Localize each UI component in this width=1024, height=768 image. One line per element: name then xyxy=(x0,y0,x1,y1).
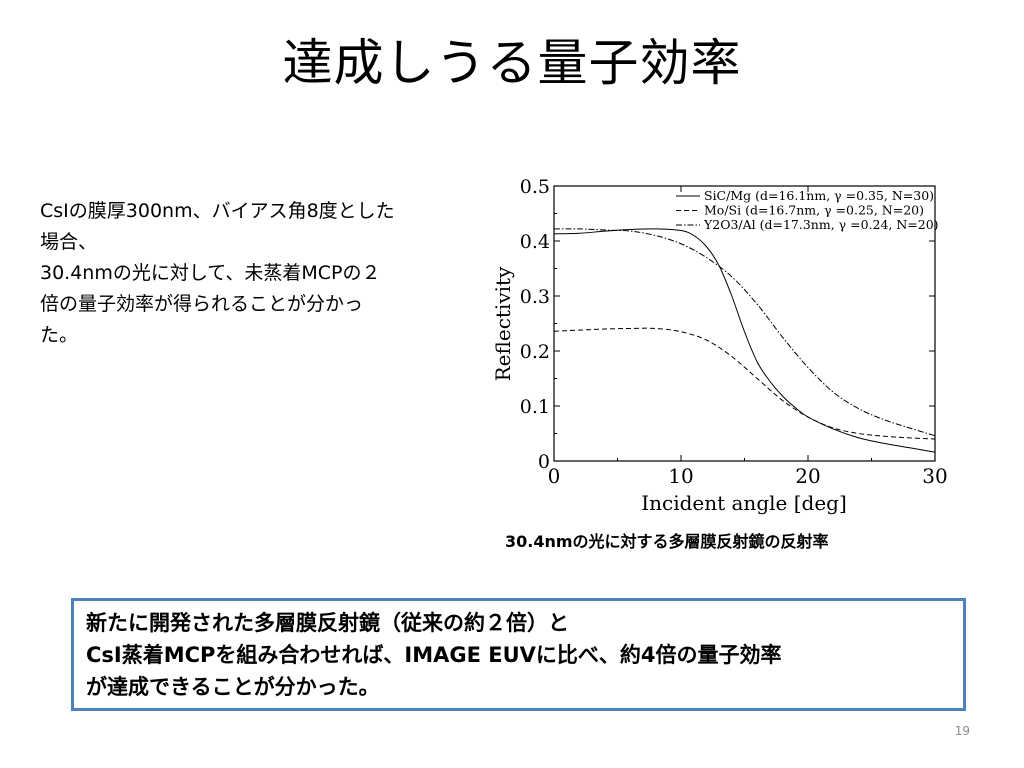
y-tick-label: 0 xyxy=(538,451,550,473)
series-line-3 xyxy=(553,228,936,437)
body-line: 倍の量子効率が得られることが分かっ xyxy=(40,293,364,315)
y-tick-label: 0.5 xyxy=(520,176,550,198)
reflectivity-chart: 0 10 20 30 0 0.1 0.2 0.3 0.4 0.5 SiC/Mg (d=16.1nm… xyxy=(491,176,948,515)
legend-label: Y2O3/Al (d=17.3nm, γ =0.24, N=20) xyxy=(703,217,939,232)
series-group xyxy=(553,228,936,453)
y-tick-label: 0.1 xyxy=(520,396,550,418)
y-tick-label: 0.3 xyxy=(520,286,550,308)
body-text: CsIの膜厚300nm、バイアス角8度とした 場合、 30.4nmの光に対して、… xyxy=(40,196,470,351)
legend-label: Mo/Si (d=16.7nm, γ =0.25, N=20) xyxy=(704,203,924,218)
y-tick-label: 0.4 xyxy=(520,231,550,253)
series-line-1 xyxy=(553,228,936,453)
y-axis-label: Reflectivity xyxy=(491,266,515,381)
y-tick-label: 0.2 xyxy=(520,341,550,363)
summary-line: が達成できることが分かった。 xyxy=(86,675,380,699)
legend-label: SiC/Mg (d=16.1nm, γ =0.35, N=30) xyxy=(704,188,934,203)
slide-title: 達成しうる量子効率 xyxy=(282,34,742,92)
x-tick-label: 0 xyxy=(548,464,561,488)
page-number: 19 xyxy=(954,724,970,738)
axis-ticks: 0 10 20 30 0 0.1 0.2 0.3 0.4 0.5 xyxy=(520,176,948,488)
x-axis-label: Incident angle [deg] xyxy=(641,491,847,515)
body-line: た。 xyxy=(40,324,79,346)
body-line: CsIの膜厚300nm、バイアス角8度とした xyxy=(40,200,395,222)
chart-caption: 30.4nmの光に対する多層膜反射鏡の反射率 xyxy=(505,532,829,551)
body-line: 30.4nmの光に対して、未蒸着MCPの２ xyxy=(40,262,381,284)
summary-line: 新たに開発された多層膜反射鏡（従来の約２倍）と xyxy=(86,611,569,635)
x-tick-label: 20 xyxy=(795,464,820,488)
x-tick-label: 30 xyxy=(922,464,947,488)
x-tick-label: 10 xyxy=(668,464,693,488)
legend: SiC/Mg (d=16.1nm, γ =0.35, N=30)Mo/Si (d… xyxy=(676,188,939,232)
body-line: 場合、 xyxy=(40,231,98,253)
series-line-2 xyxy=(553,327,936,440)
summary-line: CsI蒸着MCPを組み合わせれば、IMAGE EUVに比べ、約4倍の量子効率 xyxy=(86,643,782,667)
summary-box: 新たに開発された多層膜反射鏡（従来の約２倍）と CsI蒸着MCPを組み合わせれば… xyxy=(71,598,966,711)
